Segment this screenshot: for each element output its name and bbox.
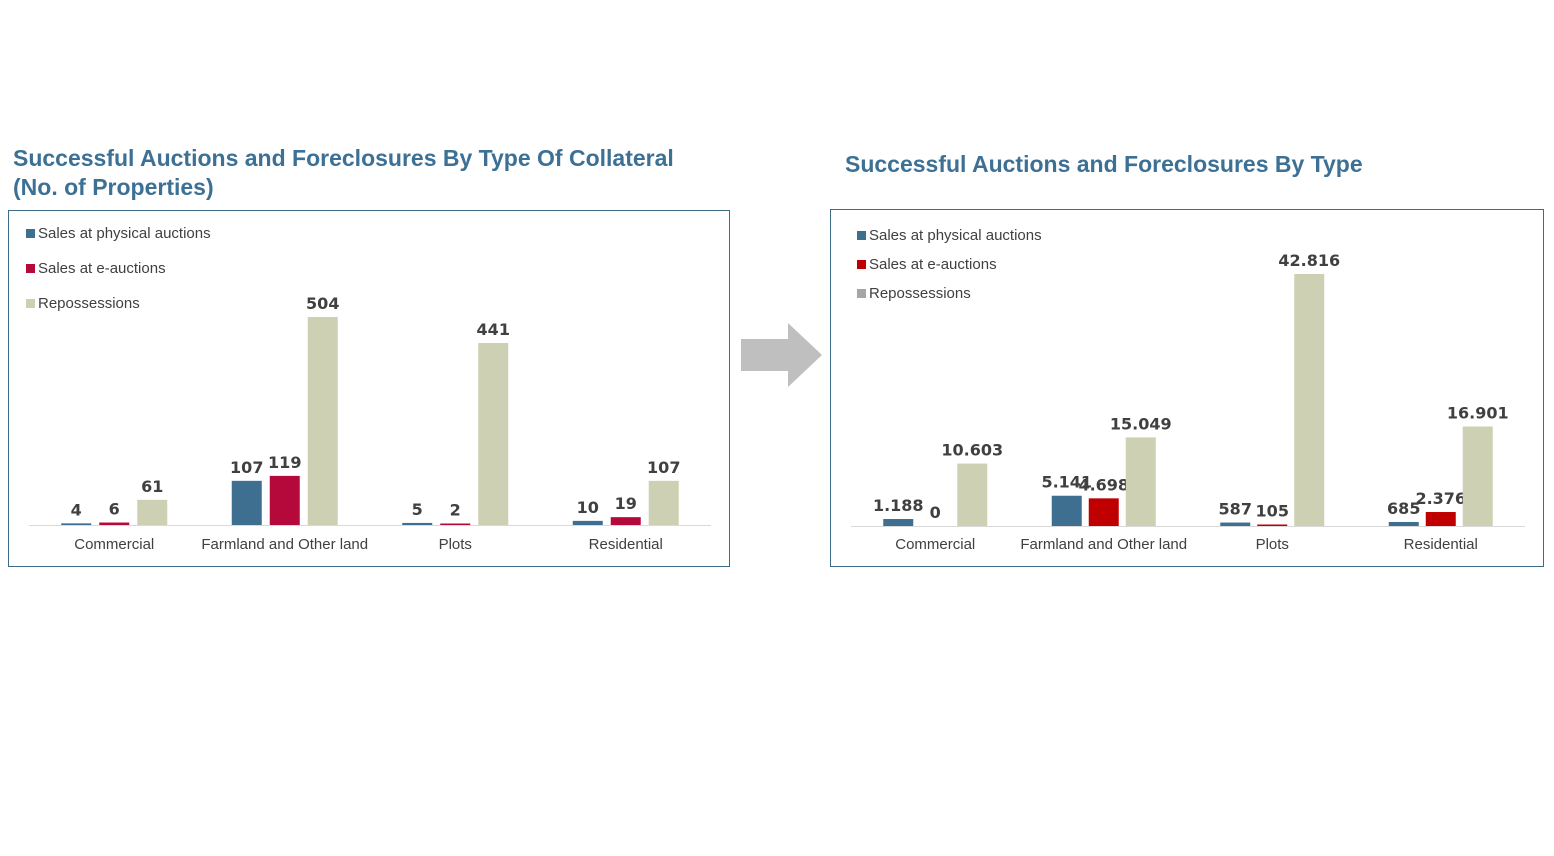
legend-item: Repossessions	[857, 285, 971, 302]
data-label: 107	[647, 458, 680, 477]
legend-label: Sales at physical auctions	[869, 227, 1042, 244]
data-label: 42.816	[1278, 251, 1340, 270]
chart-panel-left: Sales at physical auctions Sales at e-au…	[8, 210, 730, 567]
bar	[648, 480, 679, 525]
legend-label: Sales at e-auctions	[38, 260, 166, 277]
bar	[1388, 521, 1419, 526]
bar	[1425, 512, 1456, 526]
category-label: Farmland and Other land	[1020, 536, 1187, 553]
chart-title-right: Successful Auctions and Foreclosures By …	[845, 151, 1363, 177]
data-label: 61	[141, 477, 163, 496]
bar	[440, 523, 471, 525]
legend-item: Sales at e-auctions	[857, 256, 997, 273]
data-label: 2	[450, 501, 461, 520]
bar	[1257, 524, 1288, 526]
data-label: 4	[71, 500, 82, 519]
data-label: 4.698	[1078, 475, 1129, 494]
legend-swatch	[26, 264, 35, 273]
category-label: Commercial	[895, 536, 975, 553]
data-label: 19	[615, 494, 637, 513]
legend-label: Repossessions	[38, 295, 140, 312]
data-label: 441	[477, 320, 510, 339]
bar	[1462, 426, 1493, 526]
data-label: 1.188	[873, 496, 924, 515]
chart-title-left: Successful Auctions and Foreclosures By …	[13, 145, 674, 200]
bar	[61, 523, 92, 525]
data-label: 10	[577, 498, 599, 517]
legend-item: Sales at e-auctions	[26, 260, 166, 277]
bar	[1051, 495, 1082, 526]
chart-panel-right: Sales at physical auctions Sales at e-au…	[830, 209, 1544, 567]
category-label: Plots	[1256, 536, 1289, 553]
legend-label: Repossessions	[869, 285, 971, 302]
legend-swatch	[857, 289, 866, 298]
data-label: 5	[412, 500, 423, 519]
data-label: 504	[306, 294, 339, 313]
data-label: 15.049	[1110, 414, 1172, 433]
bar	[957, 463, 988, 526]
bar	[883, 519, 914, 526]
legend-item: Sales at physical auctions	[857, 227, 1042, 244]
legend-swatch	[857, 231, 866, 240]
bar	[572, 520, 603, 525]
data-label: 0	[930, 503, 941, 522]
bar-chart-left: 4 6 61 Commercial 107 119 504 Farmland and Othe…	[29, 294, 711, 553]
legend-item: Repossessions	[26, 295, 140, 312]
right-arrow-icon	[741, 323, 822, 387]
category-label: Residential	[1404, 536, 1478, 553]
legend-swatch	[26, 299, 35, 308]
arrow-shape	[741, 323, 822, 387]
bar	[231, 480, 262, 525]
legend-label: Sales at physical auctions	[38, 225, 211, 242]
bar	[610, 517, 641, 525]
data-label: 107	[230, 458, 263, 477]
legend-item: Sales at physical auctions	[26, 225, 211, 242]
bar	[269, 475, 300, 525]
bar	[99, 522, 130, 525]
data-label: 2.376	[1415, 489, 1466, 508]
data-label: 685	[1387, 499, 1420, 518]
bar	[307, 317, 338, 525]
category-label: Farmland and Other land	[201, 536, 368, 553]
data-label: 6	[109, 500, 120, 519]
bar	[1088, 498, 1119, 526]
data-label: 10.603	[941, 441, 1003, 460]
category-label: Residential	[589, 536, 663, 553]
data-label: 16.901	[1447, 404, 1509, 423]
data-label: 587	[1219, 500, 1252, 519]
data-label: 5.141	[1041, 473, 1092, 492]
bar	[478, 343, 509, 525]
category-label: Plots	[439, 536, 472, 553]
category-label: Commercial	[74, 536, 154, 553]
bar	[1220, 522, 1251, 526]
bar	[402, 522, 433, 525]
legend-label: Sales at e-auctions	[869, 256, 997, 273]
legend-swatch	[26, 229, 35, 238]
bar	[1294, 274, 1325, 526]
bar	[1125, 437, 1156, 526]
bar	[137, 499, 168, 525]
data-label: 119	[268, 453, 301, 472]
data-label: 105	[1256, 502, 1289, 521]
legend-swatch	[857, 260, 866, 269]
